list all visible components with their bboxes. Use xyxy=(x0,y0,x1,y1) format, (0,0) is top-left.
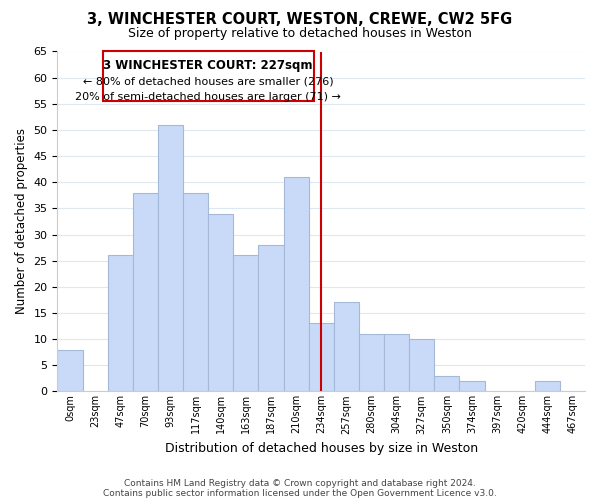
Bar xyxy=(334,302,359,392)
Bar xyxy=(284,177,308,392)
Bar xyxy=(107,256,133,392)
Bar xyxy=(183,192,208,392)
X-axis label: Distribution of detached houses by size in Weston: Distribution of detached houses by size … xyxy=(164,442,478,455)
Bar xyxy=(208,214,233,392)
Text: 3, WINCHESTER COURT, WESTON, CREWE, CW2 5FG: 3, WINCHESTER COURT, WESTON, CREWE, CW2 … xyxy=(88,12,512,28)
Text: Contains HM Land Registry data © Crown copyright and database right 2024.: Contains HM Land Registry data © Crown c… xyxy=(124,478,476,488)
Text: 20% of semi-detached houses are larger (71) →: 20% of semi-detached houses are larger (… xyxy=(75,92,341,102)
Text: ← 80% of detached houses are smaller (276): ← 80% of detached houses are smaller (27… xyxy=(83,76,334,86)
Bar xyxy=(359,334,384,392)
Bar xyxy=(133,192,158,392)
Bar xyxy=(535,381,560,392)
Bar xyxy=(434,376,460,392)
Bar xyxy=(409,339,434,392)
Bar xyxy=(384,334,409,392)
Text: Contains public sector information licensed under the Open Government Licence v3: Contains public sector information licen… xyxy=(103,488,497,498)
Bar xyxy=(158,124,183,392)
Bar xyxy=(259,245,284,392)
FancyBboxPatch shape xyxy=(103,52,314,101)
Bar xyxy=(308,324,334,392)
Y-axis label: Number of detached properties: Number of detached properties xyxy=(15,128,28,314)
Bar xyxy=(58,350,83,392)
Bar xyxy=(460,381,485,392)
Bar xyxy=(233,256,259,392)
Text: 3 WINCHESTER COURT: 227sqm: 3 WINCHESTER COURT: 227sqm xyxy=(103,60,313,72)
Text: Size of property relative to detached houses in Weston: Size of property relative to detached ho… xyxy=(128,28,472,40)
